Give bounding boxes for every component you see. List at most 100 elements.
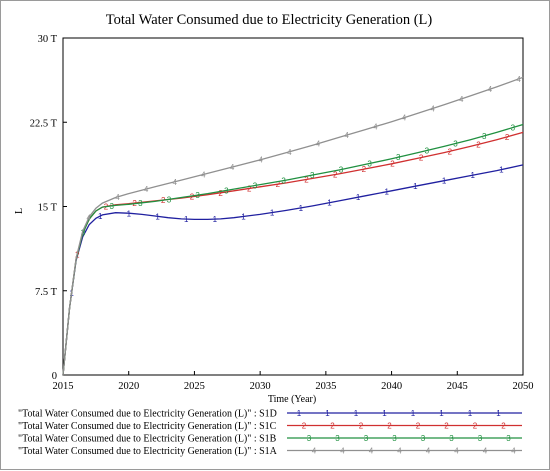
y-tick-label: 7.5 T (35, 287, 58, 298)
legend-marker: 3 (478, 434, 483, 443)
series-marker: 2 (476, 140, 481, 149)
legend-label: "Total Water Consumed due to Electricity… (18, 434, 277, 445)
legend-marker: 1 (325, 409, 330, 418)
series-line (62, 123, 524, 376)
x-axis: 2015 2020 2025 2030 2035 2040 2045 2050 (53, 371, 534, 392)
series-marker: 1 (184, 215, 189, 224)
legend-marker: 4 (340, 447, 345, 456)
y-tick-label: 30 T (38, 34, 58, 45)
series-marker: 3 (511, 124, 516, 133)
series-3: 3 3 3 3 3 3 3 3 3 3 3 3 3 3 3 3 (62, 123, 524, 376)
series-marker: 4 (201, 170, 206, 179)
series-marker: 1 (470, 171, 475, 180)
series-marker: 2 (218, 189, 223, 198)
y-tick-label: 15 T (38, 203, 58, 214)
legend-marker: 3 (392, 434, 397, 443)
series-marker: 2 (247, 184, 252, 193)
legend-marker: 3 (506, 434, 511, 443)
legend-marker: 4 (397, 447, 402, 456)
series-marker: 4 (402, 114, 407, 123)
series-marker: 3 (482, 132, 487, 141)
legend-marker: 1 (354, 409, 359, 418)
legend-marker: 1 (382, 409, 387, 418)
x-tick-label: 2040 (381, 381, 402, 392)
series-marker: 3 (253, 181, 258, 190)
chart-title: Total Water Consumed due to Electricity … (106, 12, 433, 28)
series-marker: 1 (127, 209, 132, 218)
legend-marker: 2 (473, 422, 478, 431)
series-marker: 1 (413, 182, 418, 191)
legend-marker: 4 (483, 447, 488, 456)
series-marker: 3 (339, 166, 344, 175)
y-tick-label: 0 (52, 371, 57, 382)
legend-marker: 1 (297, 409, 302, 418)
series-marker: 3 (396, 153, 401, 162)
series-marker: 1 (356, 193, 361, 202)
series-marker: 3 (281, 177, 286, 186)
series-marker: 4 (373, 123, 378, 132)
series-marker: 4 (87, 214, 92, 223)
series-marker: 4 (344, 131, 349, 140)
series-marker: 1 (98, 212, 103, 221)
y-tick-label: 22.5 T (30, 118, 58, 129)
legend-marker: 1 (439, 409, 444, 418)
series-marker: 4 (488, 85, 493, 94)
series-marker: 2 (419, 153, 424, 162)
y-axis: 0 7.5 T 15 T 22.5 T 30 T (30, 34, 67, 382)
series-marker: 3 (109, 202, 114, 211)
x-tick-label: 2030 (250, 381, 271, 392)
legend-marker: 3 (307, 434, 312, 443)
series-marker: 4 (459, 95, 464, 104)
series-marker: 1 (299, 204, 304, 213)
legend-marker: 3 (421, 434, 426, 443)
series-marker: 3 (367, 159, 372, 168)
series-marker: 2 (190, 193, 195, 202)
x-tick-label: 2050 (513, 381, 534, 392)
series-marker: 1 (385, 188, 390, 197)
series-marker: 4 (173, 178, 178, 187)
legend-marker: 2 (387, 422, 392, 431)
legend-marker: 1 (496, 409, 501, 418)
series-marker: 3 (453, 139, 458, 148)
legend-marker: 1 (411, 409, 416, 418)
legend-marker: 4 (426, 447, 431, 456)
series-marker: 1 (499, 166, 504, 175)
x-tick-label: 2035 (315, 381, 336, 392)
series-marker: 2 (362, 165, 367, 174)
legend-marker: 3 (364, 434, 369, 443)
series-marker: 4 (115, 193, 120, 202)
series-marker: 4 (316, 140, 321, 149)
series-marker: 4 (430, 105, 435, 114)
legend-marker: 2 (444, 422, 449, 431)
legend-marker: 4 (454, 447, 459, 456)
legend-label: "Total Water Consumed due to Electricity… (18, 409, 277, 420)
legend-marker: 3 (449, 434, 454, 443)
x-tick-label: 2020 (118, 381, 139, 392)
series-marker: 3 (310, 171, 315, 180)
legend-marker: 1 (468, 409, 473, 418)
series-line (62, 131, 524, 376)
legend-marker: 4 (369, 447, 374, 456)
series-marker: 1 (270, 209, 275, 218)
x-axis-label: Time (Year) (268, 394, 316, 405)
legend-label: "Total Water Consumed due to Electricity… (18, 446, 278, 457)
x-tick-label: 2025 (184, 381, 205, 392)
series-marker: 3 (138, 199, 143, 208)
series-marker: 4 (287, 148, 292, 157)
legend-marker: 4 (312, 447, 317, 456)
series-marker: 1 (155, 212, 160, 221)
x-tick-label: 2015 (53, 381, 74, 392)
legend-marker: 3 (335, 434, 340, 443)
x-tick-label: 2045 (447, 381, 468, 392)
series-marker: 2 (448, 147, 453, 156)
series-marker: 1 (327, 199, 332, 208)
series-marker: 1 (241, 212, 246, 221)
series-line (62, 76, 524, 376)
legend-marker: 2 (302, 422, 307, 431)
series-marker: 3 (167, 195, 172, 204)
